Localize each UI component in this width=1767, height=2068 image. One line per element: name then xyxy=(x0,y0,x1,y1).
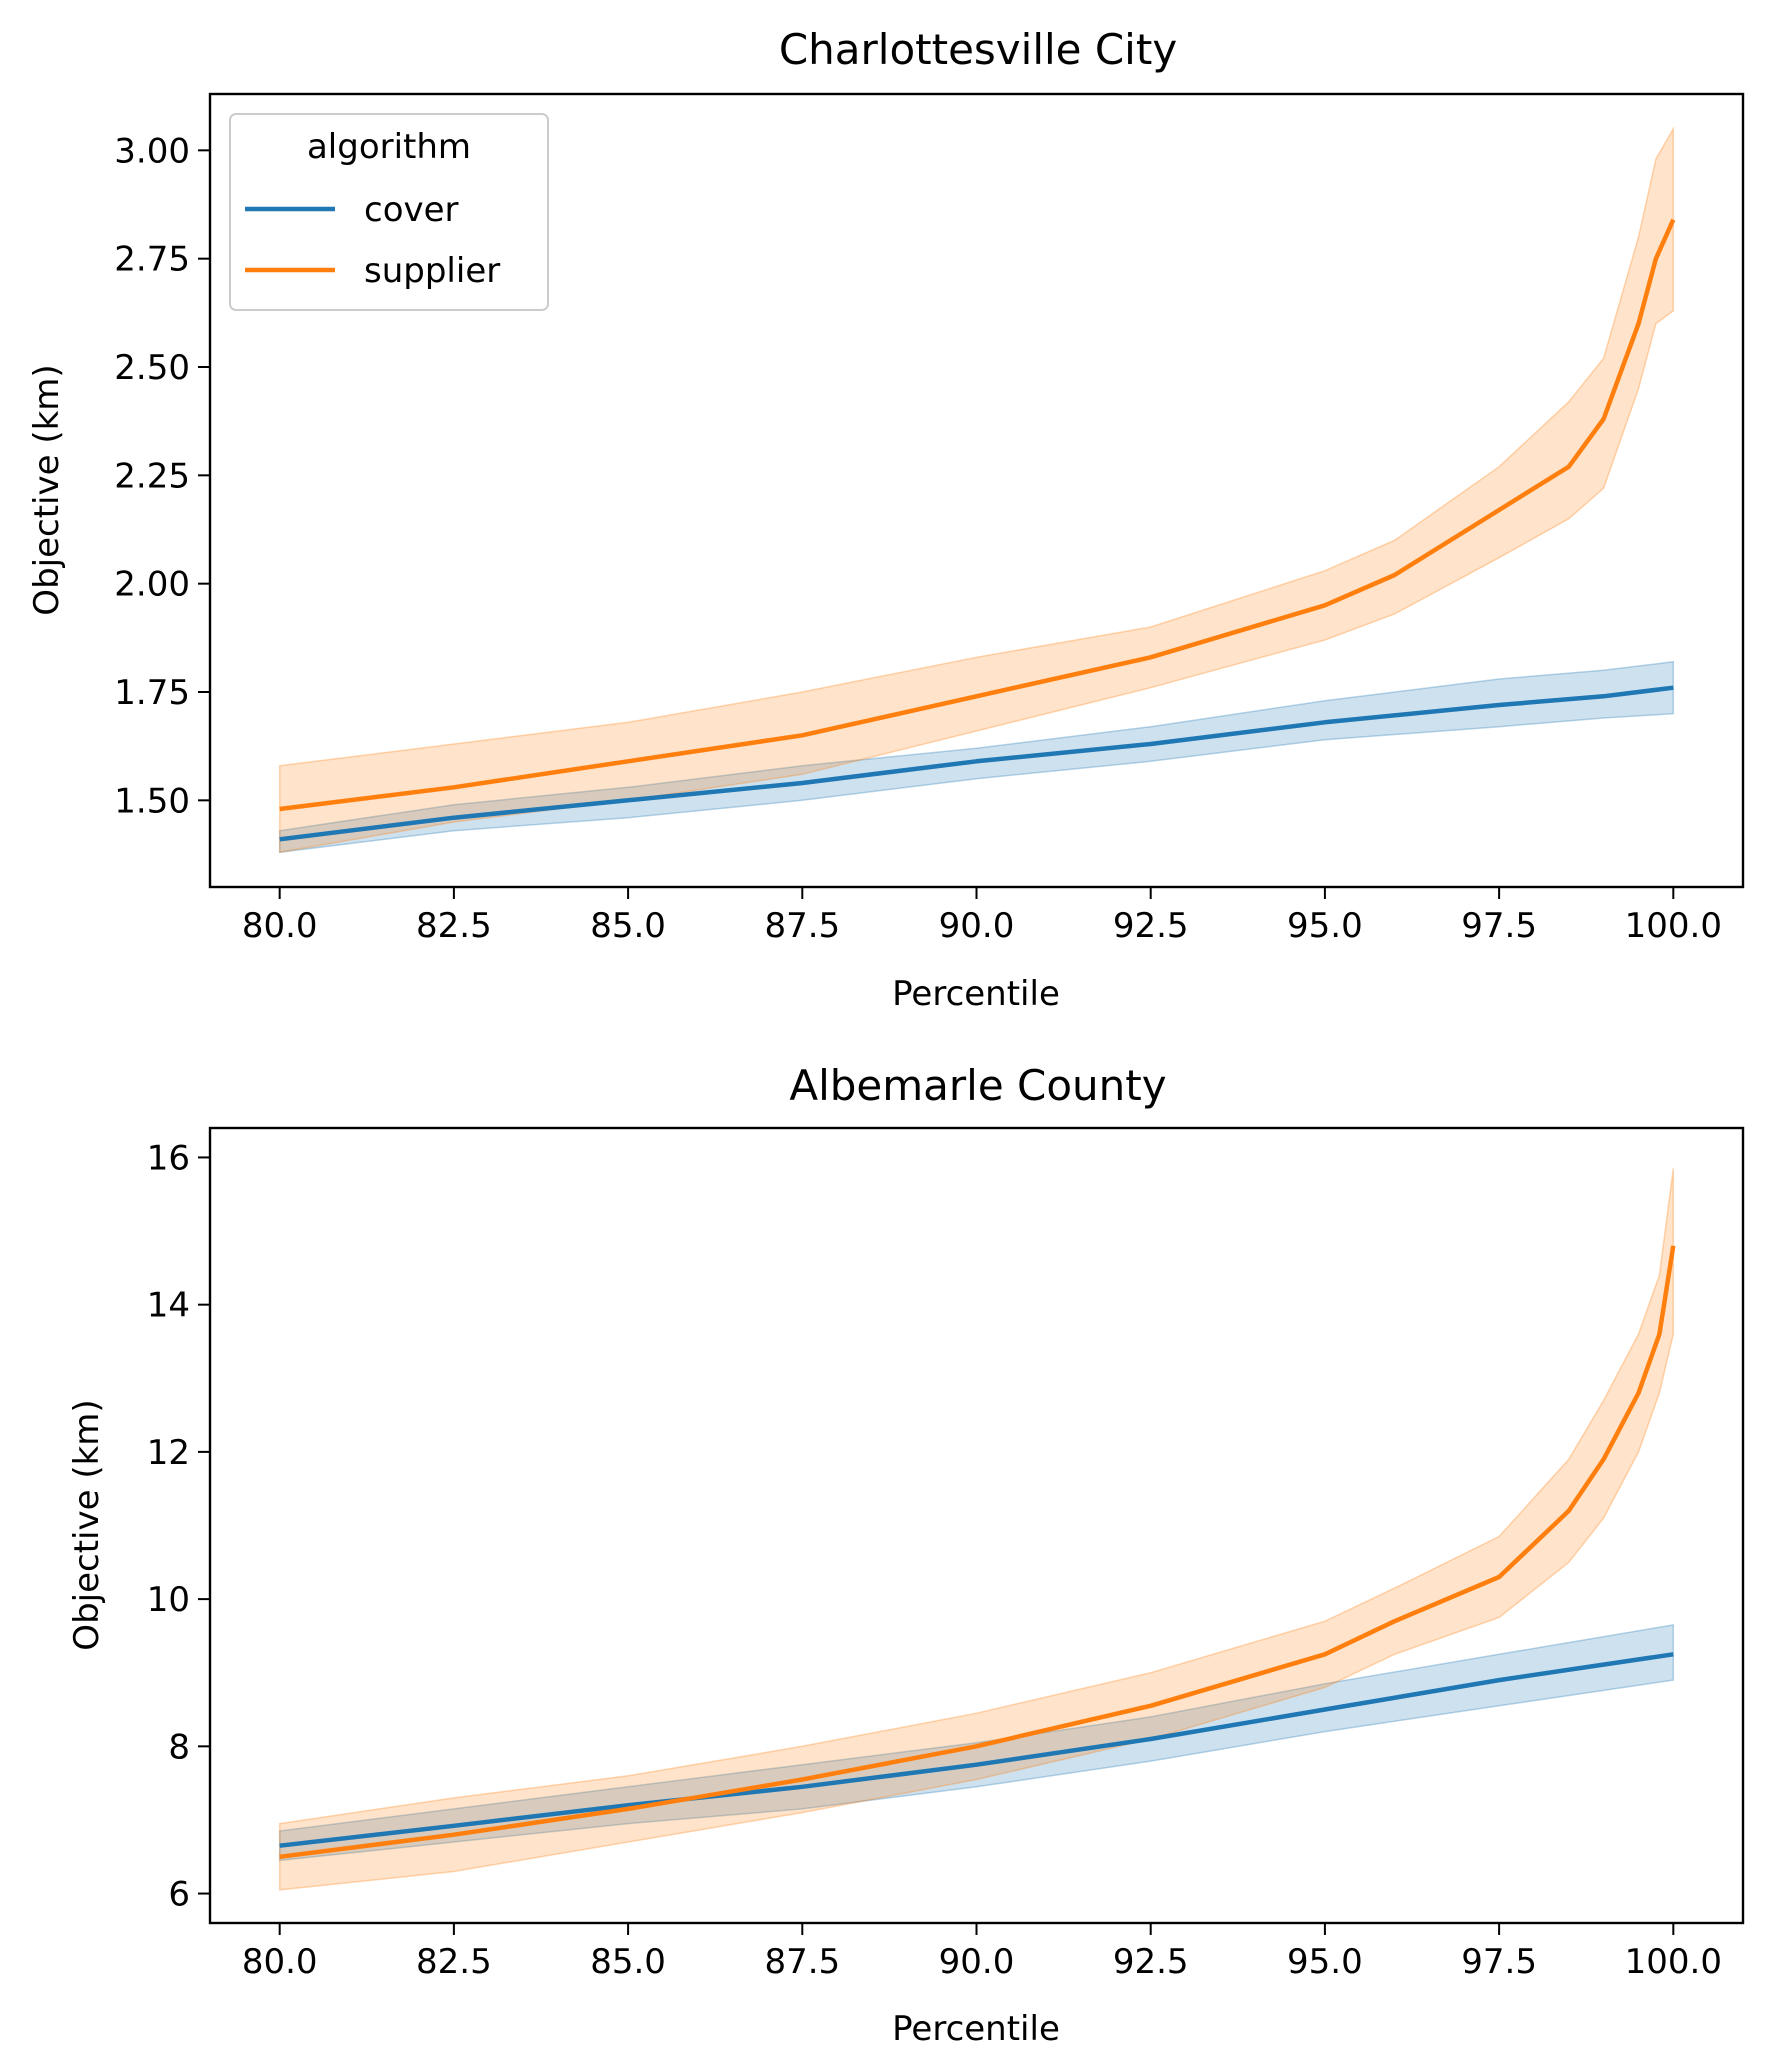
x-tick-label: 82.5 xyxy=(416,1942,492,1982)
y-axis: 6 8 10 12 14 16 xyxy=(147,1138,210,1915)
y-tick-label: 2.50 xyxy=(114,348,190,388)
x-tick-label: 95.0 xyxy=(1287,906,1363,946)
y-tick-label: 2.75 xyxy=(114,240,190,280)
x-tick-label: 92.5 xyxy=(1113,906,1189,946)
band-supplier xyxy=(278,125,1675,854)
x-tick-label: 87.5 xyxy=(764,906,840,946)
band-cover xyxy=(278,1624,1675,1862)
x-tick-label: 90.0 xyxy=(939,906,1015,946)
line-cover xyxy=(279,685,1674,842)
x-tick-label: 92.5 xyxy=(1113,1942,1189,1982)
x-tick-label: 85.0 xyxy=(590,906,666,946)
x-tick-label: 95.0 xyxy=(1287,1942,1363,1982)
x-tick-label: 85.0 xyxy=(590,1942,666,1982)
y-tick-label: 2.25 xyxy=(114,456,190,496)
y-axis: 1.50 1.75 2.00 2.25 2.50 2.75 3.00 xyxy=(114,131,210,821)
x-axis: 80.0 82.5 85.0 87.5 90.0 92.5 95.0 97.5 100.0 xyxy=(242,887,1722,946)
legend-label-cover: cover xyxy=(364,190,459,230)
line-supplier xyxy=(279,218,1676,812)
x-tick-label: 100.0 xyxy=(1625,906,1722,946)
y-tick-label: 6 xyxy=(168,1875,190,1915)
x-tick-label: 97.5 xyxy=(1461,1942,1537,1982)
y-tick-label: 16 xyxy=(147,1138,190,1178)
plot-area xyxy=(278,1168,1676,1891)
band-cover xyxy=(278,660,1675,854)
x-tick-label: 90.0 xyxy=(939,1942,1015,1982)
y-tick-label: 10 xyxy=(147,1580,190,1620)
y-tick-label: 3.00 xyxy=(114,131,190,171)
y-tick-label: 2.00 xyxy=(114,565,190,605)
y-axis-label: Objective (km) xyxy=(67,1399,107,1650)
x-axis-label: Percentile xyxy=(892,2009,1060,2049)
y-axis-label: Objective (km) xyxy=(27,364,67,615)
legend-label-supplier: supplier xyxy=(364,251,500,291)
y-tick-label: 14 xyxy=(147,1286,190,1326)
y-tick-label: 12 xyxy=(147,1433,190,1473)
x-tick-label: 100.0 xyxy=(1625,1942,1722,1982)
x-tick-label: 82.5 xyxy=(416,906,492,946)
panel-charlottesville: Charlottesville City 80.0 82.5 85.0 87.5 90.… xyxy=(27,25,1745,1014)
line-supplier xyxy=(279,1245,1676,1860)
x-tick-label: 80.0 xyxy=(242,906,318,946)
panel-albemarle: Albemarle County 80.0 82.5 85.0 87.5 90.0 92.… xyxy=(67,1061,1745,2049)
legend-title: algorithm xyxy=(307,127,471,167)
x-axis-label: Percentile xyxy=(892,974,1060,1014)
y-tick-label: 1.50 xyxy=(114,781,190,821)
x-tick-label: 97.5 xyxy=(1461,906,1537,946)
x-axis: 80.0 82.5 85.0 87.5 90.0 92.5 95.0 97.5 100.0 xyxy=(242,1923,1722,1982)
chart-title: Charlottesville City xyxy=(779,25,1177,74)
y-tick-label: 1.75 xyxy=(114,673,190,713)
x-tick-label: 87.5 xyxy=(764,1942,840,1982)
plot-area xyxy=(278,125,1676,854)
x-tick-label: 80.0 xyxy=(242,1942,318,1982)
line-cover xyxy=(279,1652,1674,1848)
legend: algorithm cover supplier xyxy=(229,113,549,311)
legend-box xyxy=(229,113,549,311)
y-tick-label: 8 xyxy=(168,1727,190,1767)
chart-title: Albemarle County xyxy=(789,1061,1166,1110)
